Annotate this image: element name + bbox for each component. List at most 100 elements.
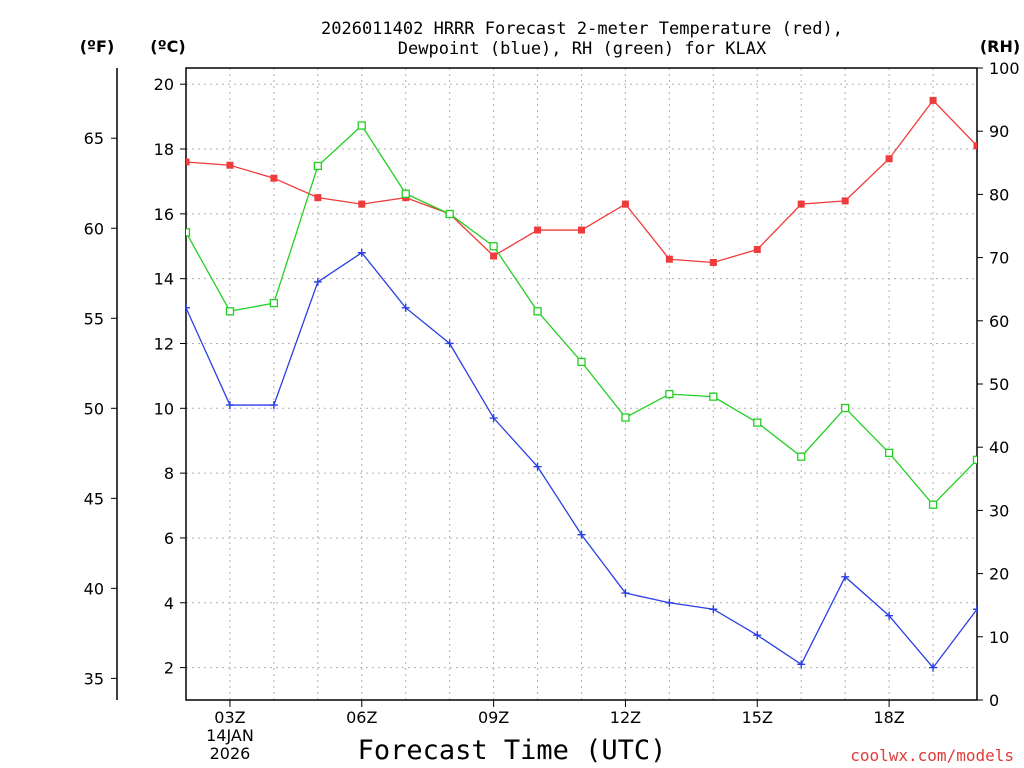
rh-marker (709, 392, 718, 401)
temperature-marker (665, 255, 673, 263)
rh-tick-label: 70 (989, 249, 1009, 268)
temperature-marker (358, 200, 366, 208)
dewpoint-marker (313, 277, 322, 286)
temperature-marker (186, 158, 190, 166)
celsius-tick-label: 18 (154, 140, 174, 159)
dewpoint-marker (621, 589, 630, 598)
celsius-tick-label: 4 (164, 594, 174, 613)
temperature-marker (226, 161, 234, 169)
x-tick-label: 15Z (742, 708, 773, 727)
rh-marker (313, 161, 322, 171)
rh-marker (621, 413, 630, 422)
temperature-marker (929, 96, 937, 104)
rh-marker (665, 389, 674, 399)
rh-marker (533, 307, 542, 316)
x-tick-label: 09Z (478, 708, 509, 727)
celsius-tick-label: 8 (164, 464, 174, 483)
dewpoint-marker (186, 303, 190, 312)
temperature-marker (314, 194, 322, 202)
fahrenheit-tick-label: 65 (84, 129, 104, 148)
temperature-marker (270, 174, 278, 182)
rh-marker (972, 455, 977, 464)
dewpoint-marker (929, 663, 938, 672)
dewpoint-marker (269, 401, 278, 410)
x-date-label: 2026 (210, 744, 251, 763)
credit-text: coolwx.com/models (850, 746, 1014, 765)
rh-tick-label: 90 (989, 122, 1009, 141)
plot-frame (185, 67, 978, 701)
temperature-marker (621, 200, 629, 208)
dewpoint-marker (533, 462, 542, 471)
rh-tick-label: 60 (989, 312, 1009, 331)
temperature-marker (885, 155, 893, 163)
rh-marker (225, 307, 235, 316)
rh-tick-label: 30 (989, 501, 1009, 520)
rh-marker (884, 448, 894, 458)
dewpoint-marker (665, 598, 674, 607)
rh-marker (577, 357, 586, 367)
rh-marker (445, 209, 454, 219)
x-tick-label: 06Z (346, 708, 377, 727)
fahrenheit-tick-label: 40 (84, 579, 104, 598)
rh-marker (269, 298, 279, 308)
dewpoint-marker (973, 605, 977, 614)
fahrenheit-tick-label: 35 (84, 669, 104, 688)
temperature-line (186, 99, 977, 264)
rh-marker (797, 452, 806, 461)
series-group (186, 96, 977, 672)
rh-marker (753, 418, 762, 427)
fahrenheit-unit-label: (ºF) (80, 37, 115, 56)
celsius-tick-label: 12 (154, 334, 174, 353)
fahrenheit-tick-label: 55 (84, 309, 104, 328)
temperature-marker (709, 258, 717, 266)
dewpoint-marker (225, 401, 234, 410)
temperature-marker (534, 226, 542, 234)
celsius-tick-label: 14 (154, 270, 174, 289)
x-date-label: 14JAN (206, 726, 254, 745)
dewpoint-marker (577, 530, 586, 539)
rh-marker (357, 121, 366, 130)
temperature-marker (973, 142, 977, 150)
dewpoint-marker (841, 572, 850, 581)
rh-marker (489, 242, 498, 251)
chart-title-line2: Dewpoint (blue), RH (green) for KLAX (398, 39, 767, 59)
temperature-marker (797, 200, 805, 208)
dewpoint-marker (709, 605, 718, 614)
fahrenheit-tick-label: 60 (84, 219, 104, 238)
dewpoint-marker (401, 303, 410, 312)
rh-unit-label: (RH) (980, 37, 1020, 56)
x-axis-label: Forecast Time (UTC) (358, 735, 667, 766)
x-tick-label: 03Z (214, 708, 245, 727)
dewpoint-marker (797, 660, 806, 669)
rh-marker (186, 228, 191, 237)
rh-tick-label: 80 (989, 185, 1009, 204)
dewpoint-marker (445, 339, 454, 348)
temperature-marker (490, 252, 498, 260)
rh-tick-label: 100 (989, 59, 1020, 78)
series-layer (186, 96, 977, 672)
x-tick-label: 12Z (610, 708, 641, 727)
celsius-tick-label: 20 (154, 75, 174, 94)
celsius-tick-label: 16 (154, 205, 174, 224)
chart-title-line1: 2026011402 HRRR Forecast 2-meter Tempera… (321, 19, 843, 39)
fahrenheit-tick-label: 45 (84, 489, 104, 508)
dewpoint-marker (753, 631, 762, 640)
rh-marker (928, 500, 938, 509)
rh-tick-label: 10 (989, 628, 1009, 647)
rh-marker (401, 189, 410, 198)
temperature-marker (753, 245, 761, 253)
temperature-marker (841, 197, 849, 205)
grid-layer (186, 68, 977, 700)
celsius-tick-label: 2 (164, 659, 174, 678)
fahrenheit-tick-label: 50 (84, 399, 104, 418)
dewpoint-marker (357, 248, 366, 257)
dewpoint-marker (885, 611, 894, 620)
celsius-tick-label: 6 (164, 529, 174, 548)
rh-tick-label: 50 (989, 375, 1009, 394)
rh-marker (841, 403, 850, 413)
celsius-tick-label: 10 (154, 399, 174, 418)
celsius-unit-label: (ºC) (150, 37, 185, 56)
temperature-marker (578, 226, 585, 234)
rh-tick-label: 0 (989, 691, 999, 710)
